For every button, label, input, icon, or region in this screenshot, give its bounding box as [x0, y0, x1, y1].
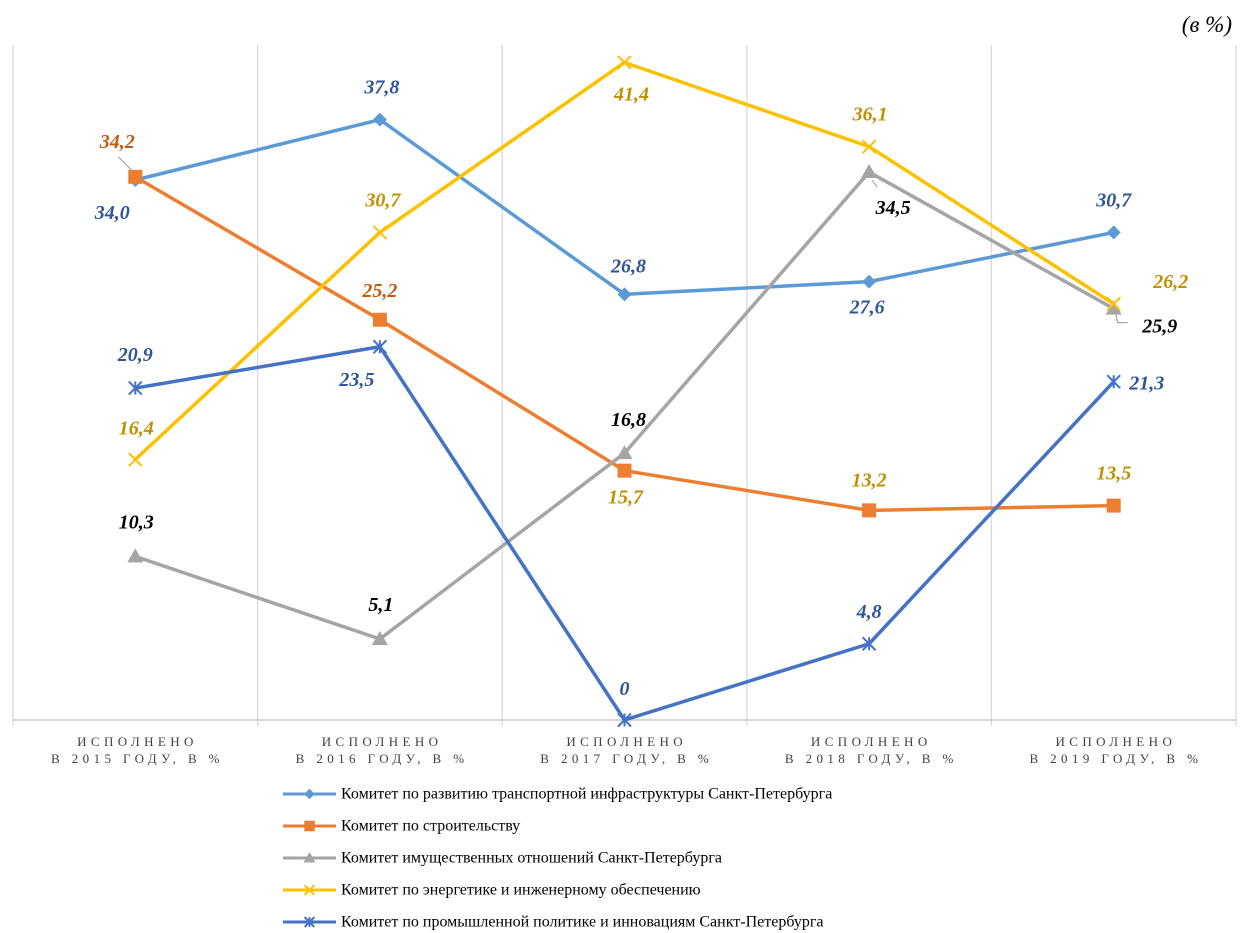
data-point-diamond-icon	[372, 112, 387, 127]
data-label: 13,2	[852, 469, 887, 491]
series-line	[133, 345, 1116, 722]
data-point-x-icon	[372, 225, 388, 240]
data-label: 26,2	[1152, 271, 1188, 293]
data-point-square-icon	[372, 312, 387, 327]
x-axis-label: ИСПОЛНЕНО В 2019 ГОДУ, В %	[1029, 734, 1203, 766]
data-labels: 34,0 37,8 26,8 27,6 30,7 34,2 25,2 15,7 13,2 13,5…	[94, 77, 1188, 700]
legend-diamond-icon	[304, 788, 315, 800]
x-axis-label: ИСПОЛНЕНО В 2017 ГОДУ, В %	[540, 734, 714, 766]
series-3	[127, 164, 1122, 645]
x-axis-label: ИСПОЛНЕНО В 2016 ГОДУ, В %	[295, 734, 469, 766]
data-label: 25,9	[1141, 316, 1177, 338]
data-label: 10,3	[119, 511, 154, 533]
legend-label: Комитет по строительству	[341, 818, 520, 835]
data-label: 16,4	[119, 418, 154, 440]
legend-item: Комитет по развитию транспортной инфраст…	[283, 786, 832, 803]
series-4	[128, 55, 1121, 467]
data-point-x-icon	[1106, 296, 1121, 312]
data-point-diamond-icon	[617, 287, 632, 302]
data-point-triangle-icon	[127, 548, 144, 563]
x-axis-label: ИСПОЛНЕНО В 2015 ГОДУ, В %	[51, 734, 224, 766]
data-label: 30,7	[1095, 189, 1132, 211]
legend-label: Комитет по энергетике и инженерному обес…	[341, 882, 701, 899]
data-label: 15,7	[608, 487, 644, 509]
gridlines	[12, 45, 1237, 726]
label-leader-line	[117, 156, 133, 172]
series-5	[128, 339, 1121, 728]
legend-square-icon	[304, 820, 315, 832]
legend-x-icon	[303, 884, 316, 896]
legend-label: Комитет по промышленной политике и иннов…	[341, 914, 824, 931]
data-label: 13,5	[1096, 463, 1131, 485]
data-point-x-icon	[861, 139, 877, 154]
data-label: 21,3	[1128, 373, 1164, 395]
legend-label: Комитет имущественных отношений Санкт-Пе…	[341, 850, 722, 867]
legend-item: Комитет по строительству	[283, 818, 520, 835]
label-leader-line	[1115, 313, 1128, 324]
series-2	[128, 169, 1121, 518]
data-point-diamond-icon	[1106, 225, 1121, 240]
data-label: 27,6	[849, 297, 885, 319]
data-label: 23,5	[338, 369, 374, 391]
data-point-star-icon	[617, 712, 632, 728]
data-label: 25,2	[361, 280, 397, 302]
data-point-x-icon	[617, 55, 632, 70]
data-label: 26,8	[610, 255, 646, 277]
data-label: 41,4	[613, 83, 649, 105]
data-point-triangle-icon	[1105, 300, 1122, 315]
data-point-star-icon	[128, 380, 143, 396]
data-point-x-icon	[128, 452, 143, 467]
data-point-triangle-icon	[616, 445, 633, 460]
data-point-star-icon	[372, 339, 388, 354]
legend-triangle-icon	[303, 852, 316, 863]
data-point-square-icon	[862, 503, 877, 518]
series-line	[133, 170, 1116, 641]
data-label: 30,7	[364, 189, 401, 211]
data-label: 0	[620, 678, 630, 700]
data-point-triangle-icon	[371, 631, 388, 645]
data-point-star-icon	[1106, 374, 1121, 389]
data-label: 5,1	[368, 594, 393, 616]
data-point-diamond-icon	[862, 274, 877, 289]
unit-note: (в %)	[1181, 12, 1232, 37]
data-point-star-icon	[861, 636, 877, 651]
legend-item: Комитет по энергетике и инженерному обес…	[283, 882, 701, 899]
data-label: 16,8	[611, 409, 646, 431]
data-label: 34,0	[94, 202, 130, 224]
data-point-triangle-icon	[861, 164, 878, 179]
x-axis-label: ИСПОЛНЕНО В 2018 ГОДУ, В %	[784, 734, 958, 766]
label-leader-line	[871, 179, 878, 188]
data-point-square-icon	[1106, 498, 1121, 513]
data-label: 34,5	[875, 197, 911, 219]
data-label: 36,1	[852, 104, 888, 126]
data-point-square-icon	[617, 463, 632, 478]
legend-star-icon	[303, 916, 316, 928]
legend-item: Комитет имущественных отношений Санкт-Пе…	[283, 850, 722, 867]
legend-item: Комитет по промышленной политике и иннов…	[283, 914, 824, 931]
data-label: 4,8	[856, 601, 882, 623]
data-label: 34,2	[99, 131, 135, 153]
data-label: 20,9	[117, 344, 153, 366]
data-label: 37,8	[363, 77, 399, 99]
legend: Комитет по развитию транспортной инфраст…	[283, 786, 832, 931]
legend-label: Комитет по развитию транспортной инфраст…	[341, 786, 832, 803]
data-point-square-icon	[128, 169, 143, 184]
